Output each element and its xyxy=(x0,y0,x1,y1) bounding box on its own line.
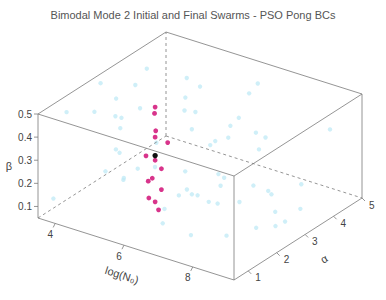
svg-text:6: 6 xyxy=(116,251,122,262)
svg-text:α: α xyxy=(318,252,330,266)
svg-text:0.3: 0.3 xyxy=(18,155,32,166)
svg-text:4: 4 xyxy=(47,229,53,240)
svg-text:4: 4 xyxy=(341,218,347,229)
svg-text:0.1: 0.1 xyxy=(18,201,32,212)
svg-text:3: 3 xyxy=(312,236,318,247)
svg-text:0.2: 0.2 xyxy=(18,178,32,189)
svg-text:2: 2 xyxy=(284,254,290,265)
svg-text:5: 5 xyxy=(369,200,375,211)
svg-text:β: β xyxy=(6,160,12,172)
svg-text:Bimodal Mode 2 Initial and Fin: Bimodal Mode 2 Initial and Final Swarms … xyxy=(51,9,336,21)
svg-text:log(N₀): log(N₀) xyxy=(104,264,140,286)
svg-text:0.5: 0.5 xyxy=(18,109,32,120)
svg-text:8: 8 xyxy=(185,272,191,283)
svg-text:0.4: 0.4 xyxy=(18,132,32,143)
svg-text:1: 1 xyxy=(255,272,261,283)
